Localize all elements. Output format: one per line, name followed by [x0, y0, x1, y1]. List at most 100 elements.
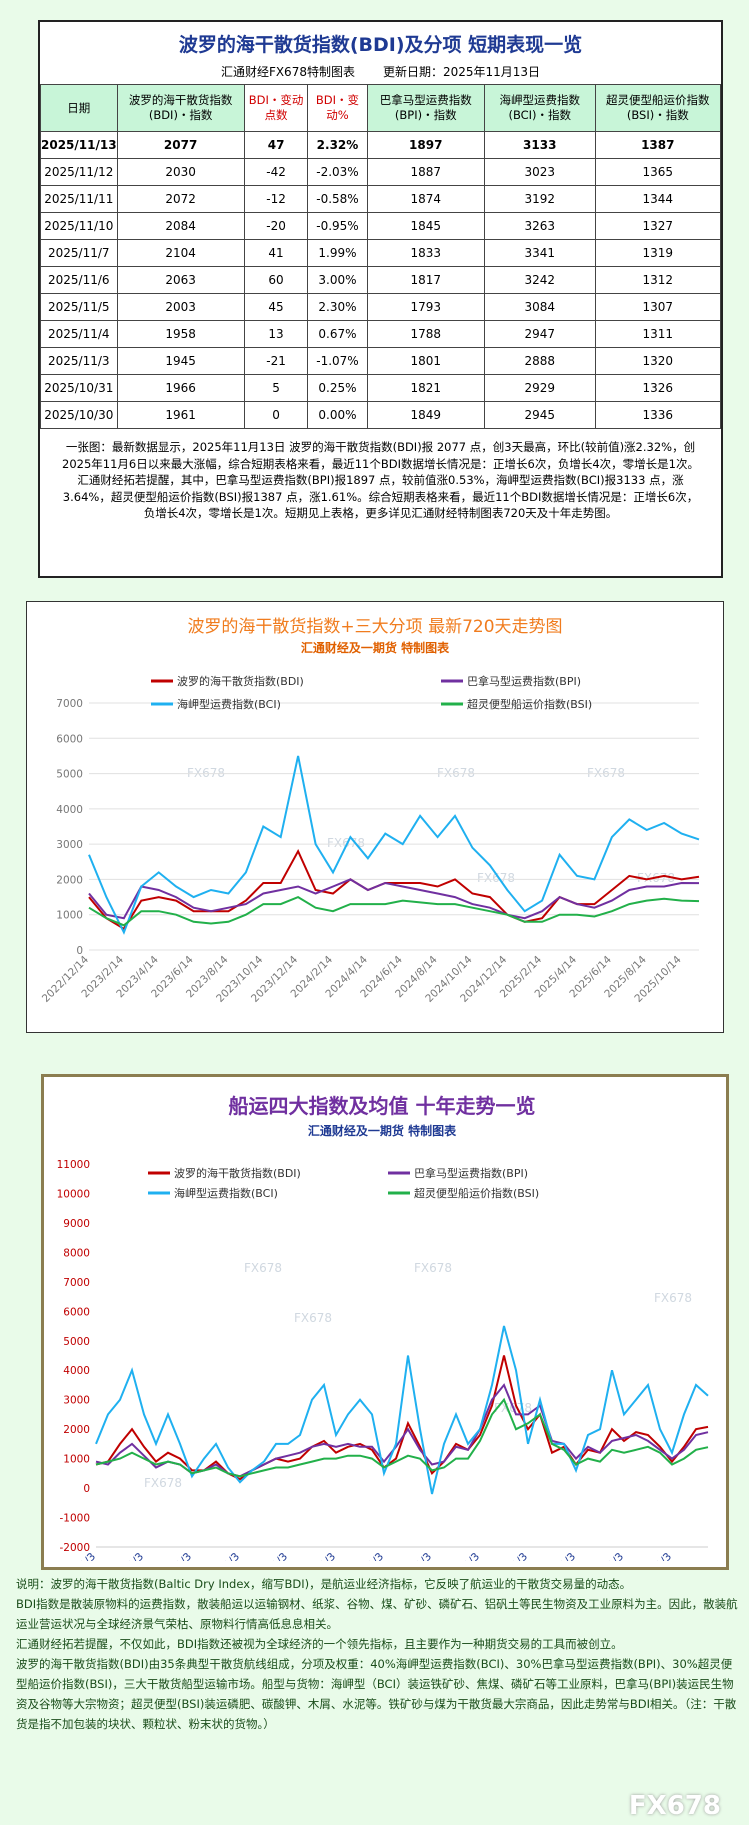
table-cell: 3242 — [483, 266, 596, 294]
column-header: BDI・变动点数 — [243, 84, 309, 132]
y-tick-label: 4000 — [56, 804, 83, 816]
table-cell: 2025/11/7 — [40, 239, 118, 267]
table-cell: 1311 — [594, 320, 722, 348]
column-header: 超灵便型船运价指数(BSI)・指数 — [594, 84, 722, 132]
y-tick-label: 1000 — [63, 1454, 90, 1466]
x-tick-label: 2018/1/3 — [296, 1551, 338, 1561]
table-cell: 0 — [243, 401, 309, 429]
table-cell: 2888 — [483, 347, 596, 375]
note: 说明：波罗的海干散货指数(Baltic Dry Index，缩写BDI)，是航运… — [16, 1577, 632, 1591]
header-date: 更新日期：2025年11月13日 — [382, 65, 541, 79]
table-cell: 1344 — [594, 185, 722, 213]
header-subtitle: 汇通财经FX678特制图表 — [220, 65, 355, 79]
table-cell: 0.00% — [307, 401, 368, 429]
x-tick-label: 2025/1/3 — [632, 1551, 674, 1561]
column-header: 海岬型运费指数(BCI)・指数 — [483, 84, 596, 132]
table-cell: 13 — [243, 320, 309, 348]
table-cell: 1336 — [594, 401, 722, 429]
y-tick-label: 0 — [83, 1483, 90, 1495]
watermark: FX678 — [187, 766, 225, 780]
table-row: 2025/10/30 1961 0 0.00% 1849 2945 1336 — [40, 401, 722, 429]
chart-subtitle: 汇通财经及一期货 特制图表 — [308, 1123, 457, 1138]
table-cell: 1387 — [594, 131, 722, 159]
table-cell: 2025/11/13 — [40, 131, 118, 159]
table-cell: 2072 — [116, 185, 245, 213]
table-cell: 1365 — [594, 158, 722, 186]
series-line — [88, 848, 700, 931]
y-tick-label: 2000 — [56, 874, 83, 886]
table-cell: 0.25% — [307, 374, 368, 402]
table-cell: 1849 — [366, 401, 485, 429]
chart-subtitle: 汇通财经及一期货 特制图表 — [301, 640, 450, 655]
table-cell: 3192 — [483, 185, 596, 213]
table-cell: 2030 — [116, 158, 245, 186]
note: 汇通财经拓若提醒，不仅如此，BDI指数还被视为全球经济的一个领先指标，且主要作为… — [16, 1637, 623, 1651]
table-cell: 3263 — [483, 212, 596, 240]
x-tick-label: 2019/1/3 — [344, 1551, 386, 1561]
table-cell: 1897 — [366, 131, 485, 159]
x-tick-label: 2022/1/3 — [488, 1551, 530, 1561]
y-tick-label: 6000 — [56, 733, 83, 745]
table-cell: -0.58% — [307, 185, 368, 213]
table-cell: -20 — [243, 212, 309, 240]
y-tick-label: 6000 — [63, 1306, 90, 1318]
y-tick-label: 10000 — [57, 1188, 90, 1200]
series-line — [88, 878, 700, 920]
table-cell: 1801 — [366, 347, 485, 375]
table-cell: 1320 — [594, 347, 722, 375]
table-row: 2025/11/11 2072 -12 -0.58% 1874 3192 1344 — [40, 185, 722, 213]
series-line — [88, 755, 700, 935]
table-row: 2025/11/12 2030 -42 -2.03% 1887 3023 1365 — [40, 158, 722, 186]
y-tick-label: 5000 — [63, 1336, 90, 1348]
table-cell: 1887 — [366, 158, 485, 186]
legend-label: 波罗的海干散货指数(BDI) — [174, 1166, 301, 1180]
series-line — [95, 1355, 709, 1481]
table-cell: 3133 — [483, 131, 596, 159]
watermark: FX678 — [628, 1791, 721, 1821]
table-row: 2025/11/6 2063 60 3.00% 1817 3242 1312 — [40, 266, 722, 294]
y-tick-label: 3000 — [63, 1395, 90, 1407]
y-tick-label: 0 — [76, 945, 83, 957]
table-row: 2025/11/3 1945 -21 -1.07% 1801 2888 1320 — [40, 347, 722, 375]
series-line — [88, 895, 700, 927]
table-cell: 2104 — [116, 239, 245, 267]
table-cell: 2947 — [483, 320, 596, 348]
table-row: 2025/11/10 2084 -20 -0.95% 1845 3263 1327 — [40, 212, 722, 240]
table-cell: 1788 — [366, 320, 485, 348]
chart-title: 波罗的海干散货指数+三大分项 最新720天走势图 — [187, 617, 562, 637]
table-cell: 1793 — [366, 293, 485, 321]
table-cell: 2929 — [483, 374, 596, 402]
legend-label: 巴拿马型运费指数(BPI) — [414, 1166, 528, 1180]
table-cell: 3084 — [483, 293, 596, 321]
table-cell: 1945 — [116, 347, 245, 375]
y-tick-label: 4000 — [63, 1365, 90, 1377]
legend-label: 巴拿马型运费指数(BPI) — [467, 674, 581, 688]
y-tick-label: 1000 — [56, 910, 83, 922]
column-header: 波罗的海干散货指数(BDI)・指数 — [116, 84, 245, 132]
data-table: 日期 波罗的海干散货指数(BDI)・指数 BDI・变动点数 BDI・变动% 巴拿马型运费… — [40, 84, 722, 429]
y-tick-label: 5000 — [56, 769, 83, 781]
summary: 一张图：最新数据显示，2025年11月13日 波罗的海干散货指数(BDI)报 2… — [62, 440, 699, 520]
watermark: FX678 — [587, 766, 625, 780]
table-cell: 47 — [243, 131, 309, 159]
watermark: FX678 — [437, 766, 475, 780]
y-tick-label: 11000 — [57, 1159, 90, 1171]
chart-panel: 船运四大指数及均值 十年走势一览 汇通财经及一期货 特制图表 FX678 FX678 F… — [41, 1074, 729, 1592]
header-title: 波罗的海干散货指数(BDI)及分项 短期表现一览 — [178, 34, 583, 56]
table-cell: 1817 — [366, 266, 485, 294]
table-cell: 3341 — [483, 239, 596, 267]
x-tick-label: 2015/1/3 — [152, 1551, 194, 1561]
table-cell: 2025/11/12 — [40, 158, 118, 186]
series-line — [95, 1397, 709, 1478]
series-line — [95, 1325, 709, 1495]
table-cell: 1312 — [594, 266, 722, 294]
table-row: 2025/10/31 1966 5 0.25% 1821 2929 1326 — [40, 374, 722, 402]
table-cell: 2025/11/4 — [40, 320, 118, 348]
column-header: 日期 — [40, 84, 118, 132]
x-tick-label: 2016/1/3 — [200, 1551, 242, 1561]
table-cell: 41 — [243, 239, 309, 267]
note: BDI指数是散装原物料的运费指数，散装船运以运输钢材、纸浆、谷物、煤、矿砂、磷矿… — [16, 1597, 738, 1631]
table-cell: 2025/10/30 — [40, 401, 118, 429]
